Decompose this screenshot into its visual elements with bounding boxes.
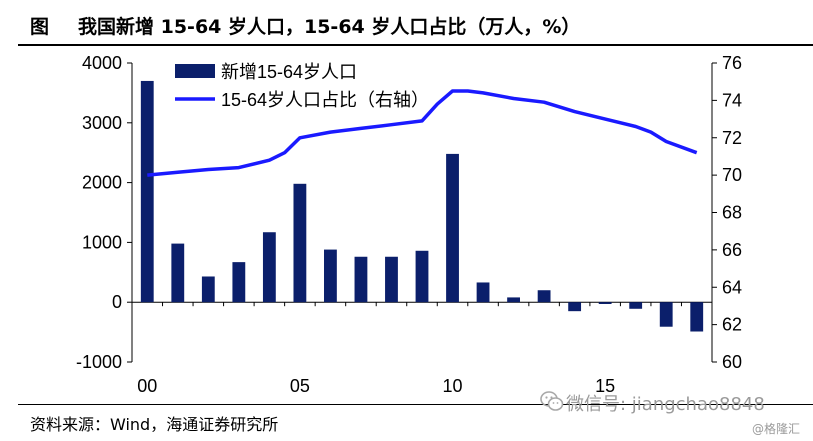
bar xyxy=(507,297,520,302)
bar xyxy=(385,257,398,302)
y-left-tick-label: 2000 xyxy=(82,173,122,193)
y-right-tick-label: 64 xyxy=(722,277,742,297)
y-right-tick-label: 66 xyxy=(722,240,742,260)
bar xyxy=(690,302,703,331)
bar xyxy=(629,302,642,309)
bar xyxy=(660,302,673,327)
x-tick-label: 05 xyxy=(290,376,310,396)
bar xyxy=(416,251,429,302)
y-right-tick-label: 74 xyxy=(722,90,742,110)
bar xyxy=(202,276,215,302)
chart-canvas: 40003000200010000-1000767472706866646260… xyxy=(0,0,813,400)
bar xyxy=(538,290,551,302)
y-left-tick-label: 1000 xyxy=(82,232,122,252)
y-right-tick-label: 72 xyxy=(722,128,742,148)
wechat-watermark: 微信号: jiangchao8848 xyxy=(566,390,765,416)
bar xyxy=(141,81,154,302)
bar xyxy=(355,257,368,302)
y-left-tick-label: 0 xyxy=(112,292,122,312)
bar xyxy=(232,262,245,302)
bar xyxy=(293,184,306,302)
legend-label-bar: 新增15-64岁人口 xyxy=(221,62,357,82)
y-right-tick-label: 76 xyxy=(722,53,742,73)
y-right-tick-label: 60 xyxy=(722,352,742,372)
y-left-tick-label: -1000 xyxy=(76,352,122,372)
legend-label-line: 15-64岁人口占比（右轴） xyxy=(221,90,429,110)
corner-watermark: @格隆汇 xyxy=(752,420,800,437)
bar xyxy=(171,244,184,303)
bar xyxy=(477,282,490,302)
bar xyxy=(263,232,276,302)
x-tick-label: 10 xyxy=(443,376,463,396)
y-left-tick-label: 4000 xyxy=(82,53,122,73)
legend-swatch-bar xyxy=(175,64,215,78)
source-note: 资料来源：Wind，海通证券研究所 xyxy=(30,411,278,435)
y-right-tick-label: 68 xyxy=(722,203,742,223)
bar xyxy=(446,154,459,302)
x-tick-label: 00 xyxy=(137,376,157,396)
chart-legend: 新增15-64岁人口 15-64岁人口占比（右轴） xyxy=(175,62,429,110)
bar xyxy=(599,302,612,304)
y-right-tick-label: 70 xyxy=(722,165,742,185)
wechat-icon xyxy=(540,390,564,412)
y-left-tick-label: 3000 xyxy=(82,113,122,133)
y-right-tick-label: 62 xyxy=(722,315,742,335)
bar xyxy=(568,302,581,311)
bar xyxy=(324,250,337,303)
